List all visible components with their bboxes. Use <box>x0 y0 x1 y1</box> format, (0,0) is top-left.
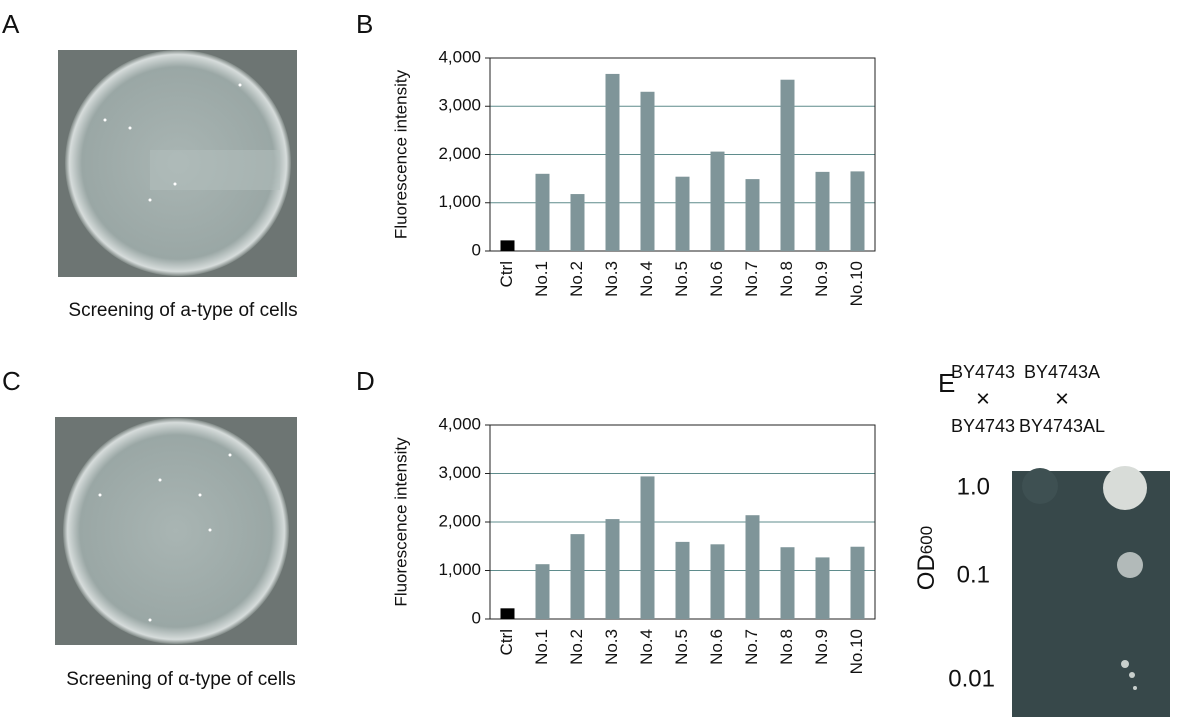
strain-label: BY4743 <box>951 362 1015 382</box>
panel-label: E <box>938 368 955 398</box>
x-tick-label: No.10 <box>847 629 866 674</box>
row-label: 0.01 <box>948 665 995 692</box>
bar <box>640 476 655 619</box>
y-axis-label: Fluorescence intensity <box>391 437 410 607</box>
strain-label: BY4743AL <box>1019 416 1105 436</box>
row-label: 1.0 <box>957 473 990 500</box>
od-subscript: 600 <box>917 526 936 554</box>
bar <box>605 73 620 251</box>
od-label: OD600 <box>913 526 940 590</box>
x-tick-label: No.1 <box>532 629 551 665</box>
row-label: 0.1 <box>957 561 990 588</box>
x-tick-label: Ctrl <box>497 629 516 655</box>
bar <box>500 240 515 251</box>
panel-label: C <box>2 366 21 396</box>
od-text: OD <box>913 554 940 590</box>
x-tick-label: No.5 <box>672 261 691 297</box>
bar <box>745 179 760 251</box>
bar <box>815 171 830 251</box>
x-tick-label: No.8 <box>777 261 796 297</box>
plate-photo <box>55 417 297 645</box>
bar <box>605 519 620 619</box>
bar <box>640 91 655 252</box>
y-tick-label: 2,000 <box>438 144 481 163</box>
x-tick-label: No.4 <box>637 261 656 297</box>
x-tick-label: No.9 <box>812 261 831 297</box>
y-tick-label: 4,000 <box>438 47 481 66</box>
bar <box>500 608 515 619</box>
bar <box>850 546 865 619</box>
bar <box>675 176 690 251</box>
bar <box>815 557 830 619</box>
y-tick-label: 0 <box>472 240 481 259</box>
y-tick-label: 4,000 <box>438 414 481 433</box>
y-tick-label: 1,000 <box>438 192 481 211</box>
x-tick-label: No.7 <box>742 629 761 665</box>
bar <box>570 534 585 619</box>
panel-label: B <box>356 9 373 39</box>
x-tick-label: No.3 <box>602 629 621 665</box>
caption: Screening of α-type of cells <box>66 669 296 690</box>
x-tick-label: No.6 <box>707 261 726 297</box>
caption: Screening of a-type of cells <box>68 300 297 321</box>
x-tick-label: No.5 <box>672 629 691 665</box>
y-tick-label: 3,000 <box>438 96 481 115</box>
x-tick-label: No.7 <box>742 261 761 297</box>
photo-e <box>1012 466 1170 717</box>
x-tick-label: No.8 <box>777 629 796 665</box>
bar <box>675 541 690 619</box>
panel-label: A <box>2 9 20 39</box>
strain-label: BY4743 <box>951 416 1015 436</box>
bar <box>745 515 760 619</box>
x-tick-label: Ctrl <box>497 261 516 287</box>
x-tick-label: No.3 <box>602 261 621 297</box>
cross-sign: × <box>976 385 990 412</box>
strain-label: BY4743A <box>1024 362 1100 382</box>
x-tick-label: No.2 <box>567 261 586 297</box>
y-axis-label: Fluorescence intensity <box>391 69 410 239</box>
x-tick-label: No.4 <box>637 629 656 665</box>
bar <box>710 544 725 619</box>
y-tick-label: 0 <box>472 608 481 627</box>
bar <box>850 171 865 251</box>
y-tick-label: 2,000 <box>438 511 481 530</box>
bar <box>780 547 795 619</box>
bar <box>535 173 550 251</box>
plate-photo <box>58 50 297 277</box>
x-tick-label: No.1 <box>532 261 551 297</box>
bar <box>710 151 725 251</box>
y-tick-label: 1,000 <box>438 560 481 579</box>
y-tick-label: 3,000 <box>438 463 481 482</box>
x-tick-label: No.2 <box>567 629 586 665</box>
panel-label: D <box>356 366 375 396</box>
bar <box>570 194 585 251</box>
bar <box>780 79 795 252</box>
bar <box>535 564 550 619</box>
x-tick-label: No.6 <box>707 629 726 665</box>
cross-sign: × <box>1055 385 1069 412</box>
x-tick-label: No.9 <box>812 629 831 665</box>
x-tick-label: No.10 <box>847 261 866 306</box>
